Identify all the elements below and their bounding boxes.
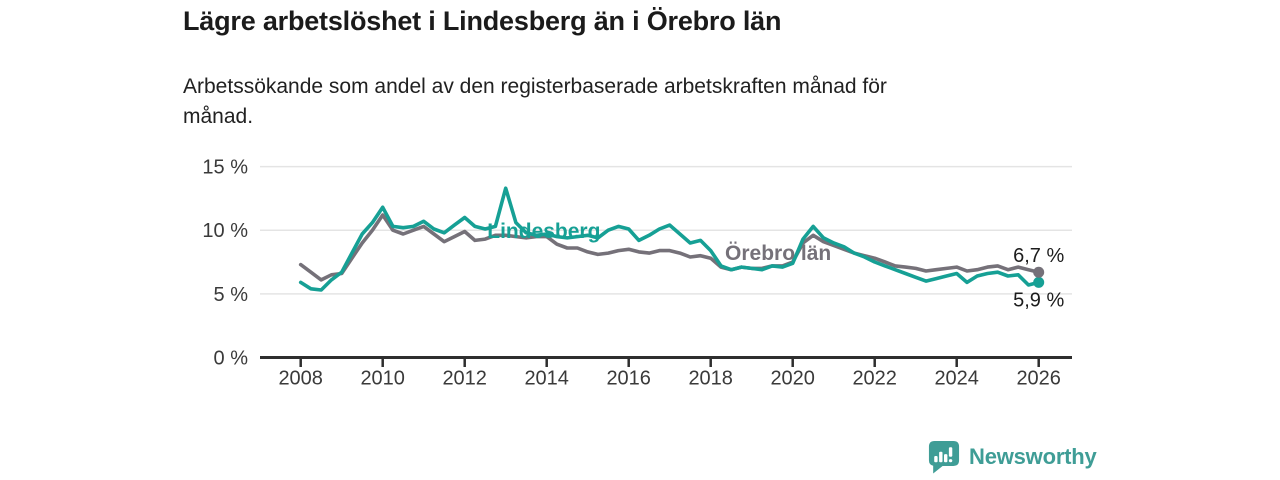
x-tick-label: 2018 bbox=[688, 368, 733, 390]
x-tick-label: 2008 bbox=[278, 368, 323, 390]
y-tick-label: 0 % bbox=[214, 348, 249, 370]
y-tick-label: 10 % bbox=[202, 220, 248, 242]
x-tick-label: 2022 bbox=[852, 368, 897, 390]
x-tick-label: 2026 bbox=[1016, 368, 1060, 390]
series-label: Örebro län bbox=[725, 242, 831, 265]
unemployment-line-chart: 0 % 5 % 10 % 15 % 2008 2010 2012 2014 2016 2018 20… bbox=[202, 157, 1072, 390]
series-line-Lindesberg bbox=[298, 186, 1041, 292]
x-tick-label: 2010 bbox=[360, 368, 405, 390]
series-label: Lindesberg bbox=[487, 220, 600, 243]
newsworthy-wordmark: Newsworthy bbox=[969, 444, 1097, 469]
series-line-Örebro län bbox=[298, 213, 1041, 282]
x-tick-label: 2012 bbox=[442, 368, 487, 390]
x-tick-label: 2016 bbox=[606, 368, 651, 390]
end-value-label: 5,9 % bbox=[1013, 289, 1064, 311]
end-dot-Örebro län bbox=[1033, 266, 1045, 278]
y-tick-label: 5 % bbox=[214, 284, 249, 306]
chart-subtitle: Arbetssökande som andel av den registerb… bbox=[183, 75, 887, 128]
end-value-label: 6,7 % bbox=[1013, 245, 1064, 267]
x-tick-label: 2020 bbox=[770, 368, 815, 390]
bar-chart-speech-bubble-icon bbox=[928, 441, 960, 474]
end-dot-Lindesberg bbox=[1033, 276, 1045, 288]
x-tick-label: 2014 bbox=[524, 368, 569, 390]
y-tick-label: 15 % bbox=[202, 157, 248, 179]
newsworthy-logo[interactable]: Newsworthy bbox=[928, 440, 1097, 474]
chart-title: Lägre arbetslöshet i Lindesberg än i Öre… bbox=[183, 6, 782, 36]
x-tick-label: 2024 bbox=[934, 368, 979, 390]
